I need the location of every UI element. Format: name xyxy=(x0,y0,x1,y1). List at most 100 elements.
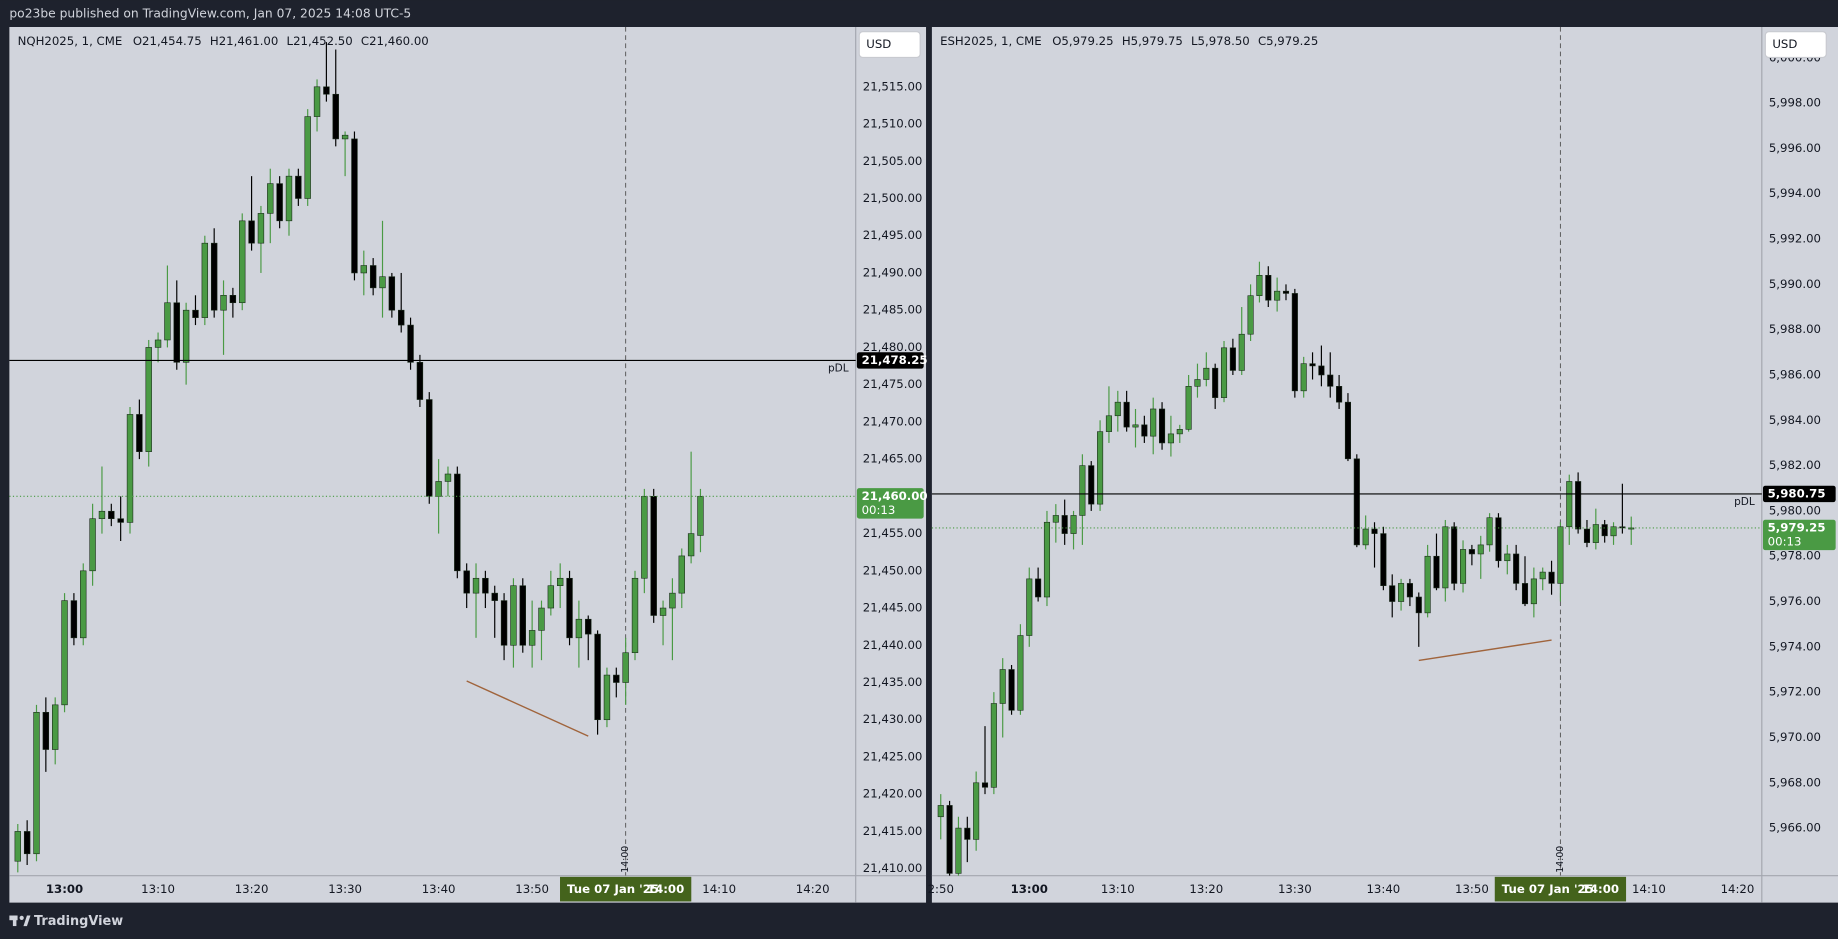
y-tick-label: 21,495.00 xyxy=(863,228,923,242)
candle-body xyxy=(1238,333,1245,371)
plot-area xyxy=(14,26,704,876)
candle-body xyxy=(1088,465,1095,505)
candle-body xyxy=(1282,290,1290,294)
candle-body xyxy=(603,674,611,721)
y-tick-label: 21,490.00 xyxy=(863,265,923,279)
candle-body xyxy=(1353,458,1360,546)
candle-body xyxy=(454,473,461,572)
candle-body xyxy=(98,510,106,519)
candle-body xyxy=(201,242,209,318)
candle-body xyxy=(528,630,536,646)
candle-body xyxy=(351,138,358,274)
panel-background xyxy=(931,26,1838,903)
candle-body xyxy=(1336,386,1343,403)
candle-body xyxy=(1601,524,1608,537)
candle-body xyxy=(1451,526,1458,584)
candle-body xyxy=(89,518,96,572)
y-tick-label: 5,966.00 xyxy=(1769,821,1821,835)
chart-title: ESH2025, 1, CME xyxy=(940,34,1042,48)
x-tick-label: 13:20 xyxy=(235,882,269,896)
logo-dot xyxy=(19,915,24,920)
y-tick-label: 21,455.00 xyxy=(863,526,923,540)
candle-body xyxy=(990,703,997,788)
y-tick-label: 21,445.00 xyxy=(863,601,923,615)
y-tick-label: 21,505.00 xyxy=(863,154,923,168)
x-tick-label: 13:50 xyxy=(515,882,549,896)
y-tick-label: 5,990.00 xyxy=(1769,277,1821,291)
candle-body xyxy=(1371,528,1378,534)
candle-body xyxy=(323,86,330,95)
y-tick-label: 5,978.00 xyxy=(1769,549,1821,563)
panel-background xyxy=(9,26,927,903)
candle-body xyxy=(229,294,237,304)
candle-body xyxy=(1424,555,1431,614)
candle-body xyxy=(248,220,255,244)
crosshair-date: Tue 07 Jan '25 xyxy=(567,882,659,896)
y-tick-label: 21,475.00 xyxy=(863,377,923,391)
logo-stem xyxy=(12,915,17,927)
ohlc-label: L5,978.50 xyxy=(1191,34,1250,48)
candle-body xyxy=(1513,553,1520,584)
candle-body xyxy=(285,175,293,222)
candle-body xyxy=(999,669,1006,704)
x-tick-label: 14:10 xyxy=(1632,882,1666,896)
candle-body xyxy=(444,473,452,482)
candle-body xyxy=(70,600,78,639)
y-tick-label: 5,996.00 xyxy=(1769,141,1821,155)
candle-body xyxy=(575,618,583,639)
x-tick-label: 13:40 xyxy=(1366,882,1400,896)
candle-body xyxy=(1185,386,1192,430)
candle-body xyxy=(519,585,526,646)
candle-body xyxy=(1150,408,1157,437)
candle-body xyxy=(108,510,115,519)
candle-body xyxy=(1026,578,1033,636)
candle-body xyxy=(1318,365,1325,376)
candle-body xyxy=(173,302,180,363)
candle-body xyxy=(1256,275,1263,296)
y-tick-label: 5,994.00 xyxy=(1769,186,1821,200)
logo-slash xyxy=(23,915,31,927)
candle-body xyxy=(210,242,218,311)
chart-legend: ESH2025, 1, CME O5,979.25 H5,979.75 L5,978.… xyxy=(940,34,1318,48)
candle-body xyxy=(1132,424,1139,428)
candle-body xyxy=(1583,528,1591,543)
candle-body xyxy=(687,533,695,557)
last-price-label: 5,979.25 xyxy=(1768,520,1826,534)
candle-body xyxy=(42,711,50,750)
tradingview-logo xyxy=(9,915,31,927)
last-price-box xyxy=(856,488,924,519)
candle-body xyxy=(1539,571,1546,580)
candle-body xyxy=(1415,596,1422,614)
candle-body xyxy=(14,831,21,862)
footer-brand: TradingView xyxy=(34,914,123,929)
candle-body xyxy=(946,805,953,874)
candle-body xyxy=(1017,635,1024,711)
candle-body xyxy=(678,555,685,594)
y-tick-label: 5,974.00 xyxy=(1769,639,1821,653)
crosshair-date: Tue 07 Jan '25 xyxy=(1502,882,1594,896)
candle-body xyxy=(117,518,124,523)
candle-body xyxy=(332,93,339,140)
candle-body xyxy=(538,607,545,631)
candle-body xyxy=(964,827,971,840)
candle-body xyxy=(379,276,386,289)
x-tick-label: 14:10 xyxy=(702,882,736,896)
candle-body xyxy=(220,294,227,311)
currency-label: USD xyxy=(866,37,891,51)
y-tick-label: 21,485.00 xyxy=(863,303,923,317)
candle-body xyxy=(955,827,962,874)
candle-body xyxy=(1406,583,1413,598)
candle-body xyxy=(435,481,442,497)
x-tick-label: 2:50 xyxy=(928,882,954,896)
candle-body xyxy=(641,496,648,579)
candle-body xyxy=(1274,290,1281,301)
ohlc-label: H21,461.00 xyxy=(210,34,278,48)
candle-body xyxy=(1344,401,1351,460)
candle-body xyxy=(1070,515,1077,534)
x-tick-label: 13:50 xyxy=(1455,882,1489,896)
candle-body xyxy=(360,265,367,274)
candle-body xyxy=(472,577,480,594)
candle-body xyxy=(1061,515,1068,534)
candle-body xyxy=(1575,481,1582,530)
x-tick-label: 13:10 xyxy=(1101,882,1135,896)
